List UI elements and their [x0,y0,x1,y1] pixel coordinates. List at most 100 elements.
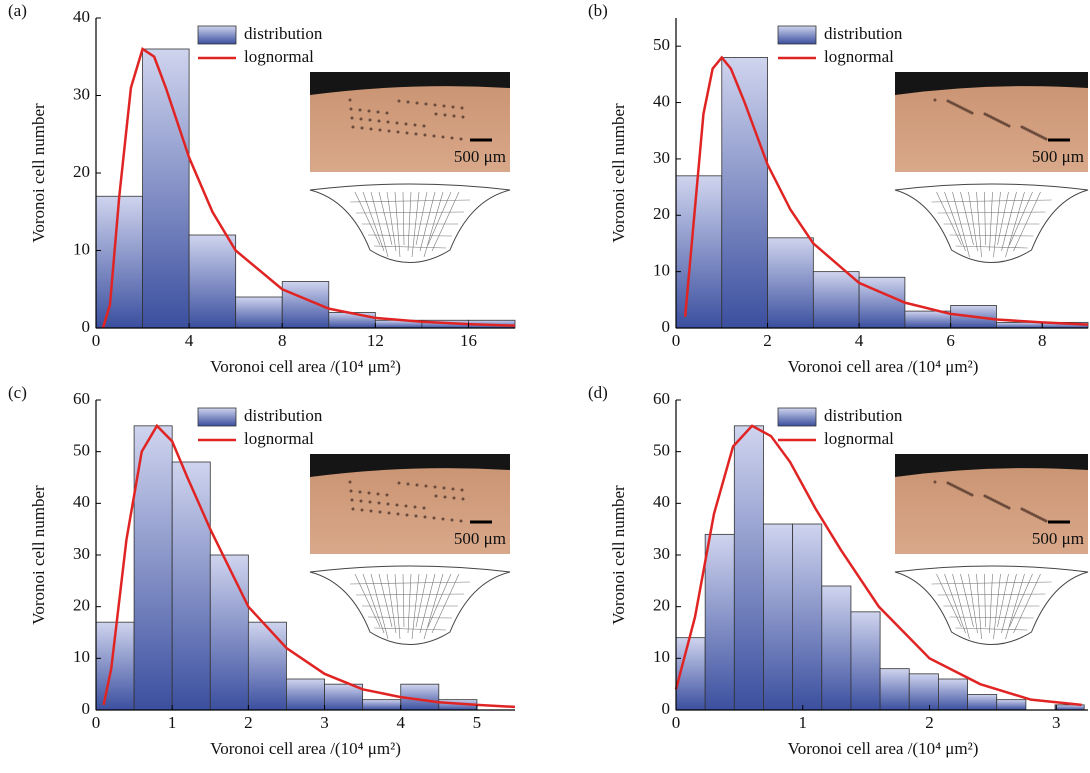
voronoi-edge [949,616,1034,619]
inset-photo-dark [895,72,1088,95]
x-tick-label: 0 [672,331,681,350]
inset-pore [360,126,364,130]
inset-pore [350,498,354,502]
y-tick-label: 30 [653,148,670,167]
inset-photo-dark [895,454,1088,477]
histogram-bar [235,296,283,329]
inset-pore [450,518,454,522]
voronoi-edge [1005,573,1025,640]
y-axis-label: Voronoi cell number [29,103,48,243]
voronoi-edge [949,234,1034,237]
voronoi-outline [894,183,1089,263]
voronoi-edge [427,573,452,628]
voronoi-edge [394,191,401,258]
inset-pore [443,495,447,499]
voronoi-edge [373,245,447,249]
inset-pore [359,499,363,503]
inset-pore [422,506,426,510]
inset-pore [385,493,389,497]
voronoi-edge [373,627,447,631]
voronoi-edge [993,573,1001,640]
inset-pore [386,120,390,124]
y-tick-label: 10 [653,647,670,666]
y-tick-label: 10 [653,261,670,280]
inset-pore [946,481,950,485]
inset-pore [423,133,427,137]
scale-label: 500 μm [454,147,506,166]
inset-pore [351,125,355,129]
inset-pore [406,100,410,104]
inset-pore [413,123,417,127]
voronoi-edge [1009,573,1033,628]
voronoi-edge [993,191,1001,258]
inset-pore [946,99,950,103]
inset-pore [434,112,438,116]
voronoi-edge [931,199,1052,203]
voronoi-edge [378,191,393,246]
voronoi-edge [960,191,974,246]
inset-pore [368,118,372,122]
y-tick-label: 20 [653,204,670,223]
voronoi-edge [1001,191,1017,252]
y-axis-label: Voronoi cell number [29,485,48,625]
y-tick-label: 10 [73,239,90,258]
inset-pore [377,501,381,505]
inset-pore [424,102,428,106]
inset-pore [349,107,353,111]
inset-pore [387,511,391,515]
x-tick-label: 1 [799,713,808,732]
voronoi-outline [894,565,1089,645]
inset-pore [460,106,464,110]
y-tick-label: 40 [653,492,670,511]
inset-pore [349,489,353,493]
inset-pore [404,504,408,508]
voronoi-edge [431,191,460,252]
inset-pore [414,132,418,136]
legend-label: distribution [824,24,903,43]
histogram-bar [938,678,968,711]
lognormal-curve [102,423,516,709]
inset-pore [404,122,408,126]
legend-swatch [777,407,817,427]
inset-pore [433,103,437,107]
scale-label: 500 μm [1032,529,1084,548]
lognormal-curve [101,47,516,329]
x-tick-label: 3 [320,713,329,732]
inset-pore [983,494,987,498]
histogram-bar [733,425,764,711]
inset-pore [369,509,373,513]
histogram-bar [209,554,249,711]
inset-pore [933,480,937,484]
voronoi-edge [968,573,978,634]
x-tick-label: 4 [855,331,864,350]
inset-pore [441,135,445,139]
inset-pore [406,482,410,486]
voronoi-edge [989,573,993,634]
inset-pore [432,516,436,520]
histogram-bar [171,461,211,711]
inset-pore [359,117,363,121]
y-tick-label: 40 [73,7,90,26]
lognormal-curve [683,55,1089,326]
voronoi-outline [309,565,511,645]
x-tick-label: 1 [168,713,177,732]
inset-pore [452,496,456,500]
voronoi-edge [411,191,420,258]
voronoi-edge [989,191,993,252]
voronoi-edge [419,191,436,252]
y-tick-label: 50 [653,35,670,54]
y-tick-label: 20 [653,596,670,615]
voronoi-edge [1009,191,1033,246]
voronoi-edge [386,573,397,634]
voronoi-edge [431,573,460,634]
voronoi-edge [423,191,444,258]
y-tick-label: 0 [82,317,91,336]
histogram-bar [328,312,376,329]
legend-label: distribution [244,406,323,425]
x-tick-label: 4 [185,331,194,350]
inset-pore [413,505,417,509]
voronoi-edge [960,573,974,628]
inset-pore [460,488,464,492]
inset-pore [397,99,401,103]
inset-pore [442,104,446,108]
